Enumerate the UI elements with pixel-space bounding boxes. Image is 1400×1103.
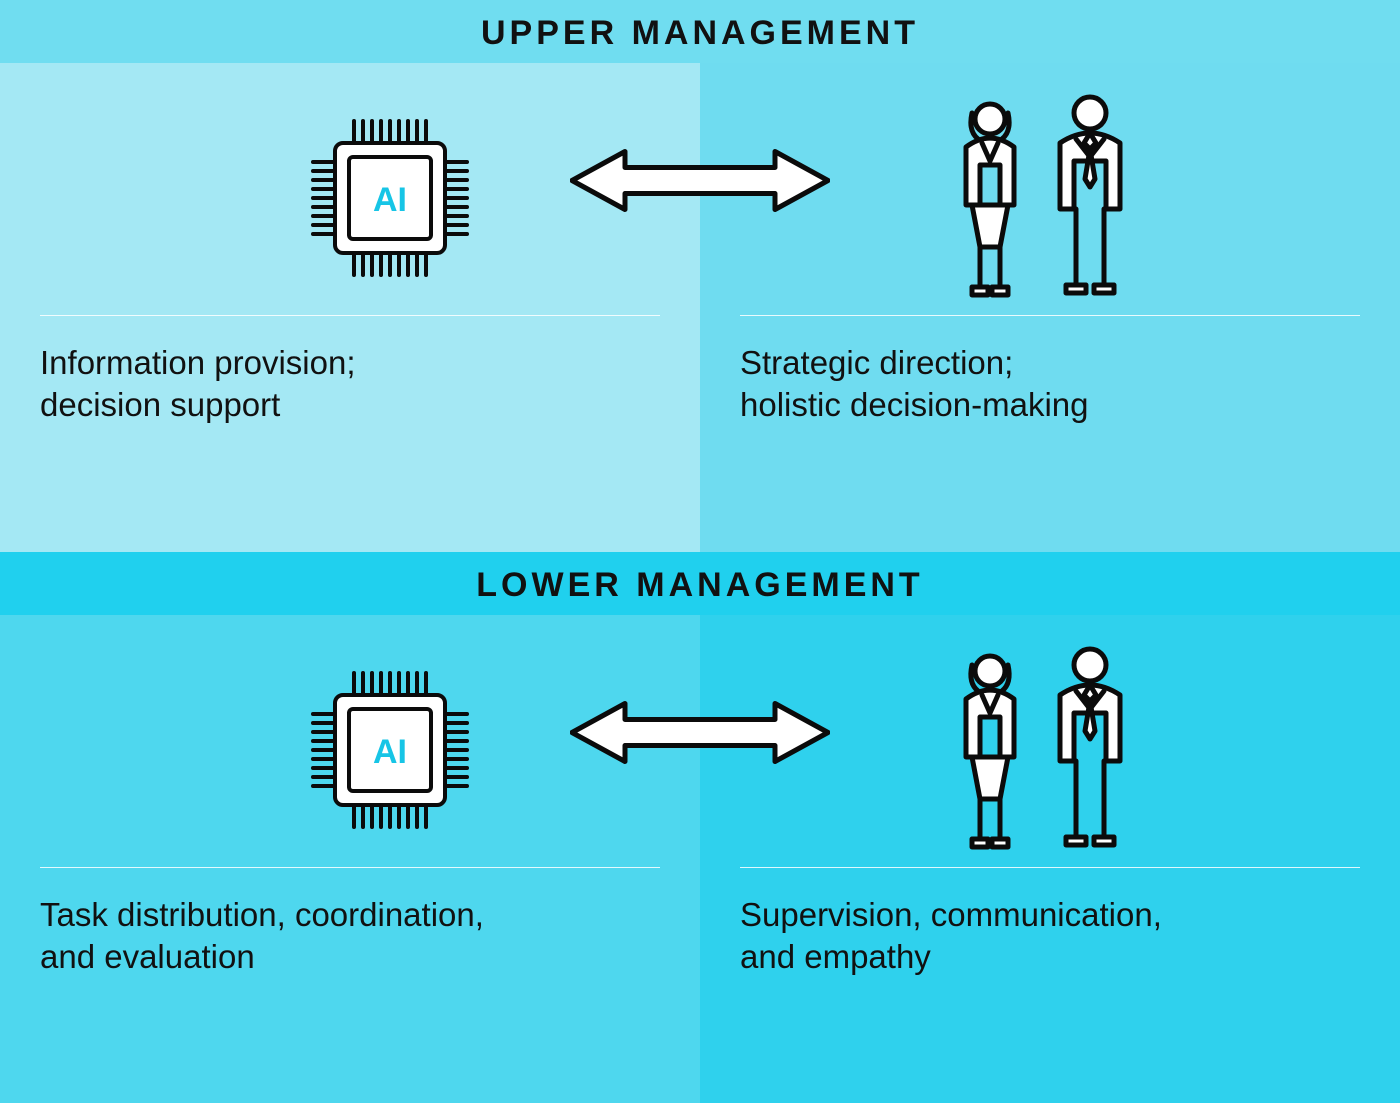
upper-right-caption: Strategic direction;holistic decision-ma… [740, 342, 1300, 426]
double-arrow-icon [570, 697, 830, 772]
divider [40, 867, 660, 868]
upper-left-caption: Information provision;decision support [40, 342, 600, 426]
upper-left-cell: AI Information provision;decision suppor… [0, 63, 700, 552]
lower-right-caption: Supervision, communication,and empathy [740, 894, 1300, 978]
section-lower-title: LOWER MANAGEMENT [0, 552, 1400, 615]
infographic-container: UPPER MANAGEMENT [0, 0, 1400, 1103]
section-upper: UPPER MANAGEMENT [0, 0, 1400, 552]
lower-left-cell: AI Task distribution, coordination,and e… [0, 615, 700, 1103]
divider [40, 315, 660, 316]
section-lower-body: AI Task distribution, coordination,and e… [0, 615, 1400, 1103]
lower-left-caption: Task distribution, coordination,and eval… [40, 894, 600, 978]
ai-chip-label: AI [373, 733, 407, 771]
managers-icon [930, 645, 1150, 855]
divider [740, 315, 1360, 316]
ai-chip-label: AI [373, 181, 407, 219]
managers-icon [930, 93, 1150, 303]
upper-right-cell: Strategic direction;holistic decision-ma… [700, 63, 1400, 552]
section-upper-title: UPPER MANAGEMENT [0, 0, 1400, 63]
ai-chip-icon: AI [305, 665, 475, 835]
section-upper-body: AI Information provision;decision suppor… [0, 63, 1400, 552]
double-arrow-icon [570, 146, 830, 221]
lower-right-cell: Supervision, communication,and empathy [700, 615, 1400, 1103]
section-lower: LOWER MANAGEMENT [0, 552, 1400, 1103]
divider [740, 867, 1360, 868]
ai-chip-icon: AI [305, 113, 475, 283]
